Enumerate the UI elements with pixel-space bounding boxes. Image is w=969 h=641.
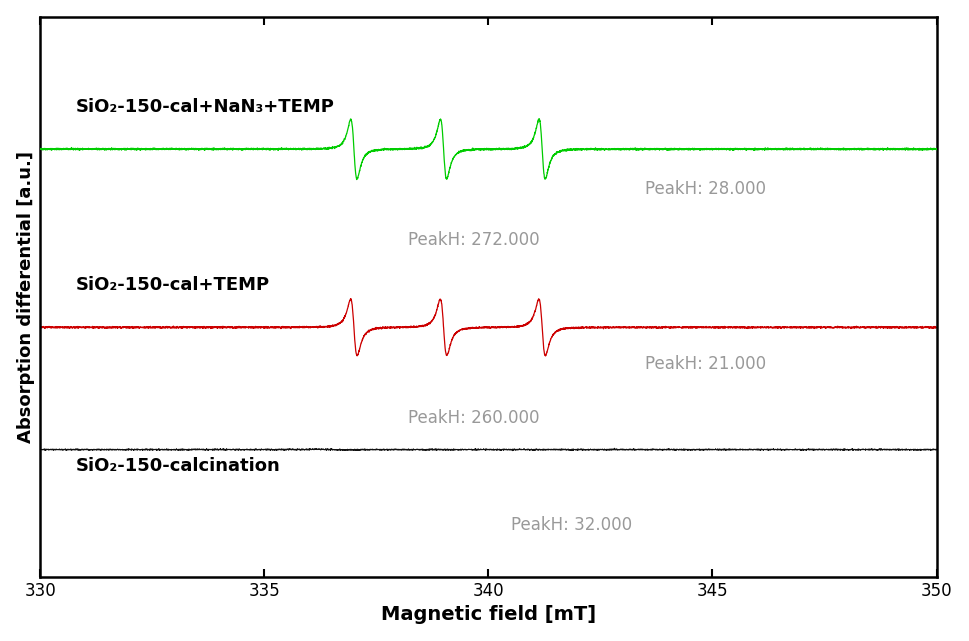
X-axis label: Magnetic field [mT]: Magnetic field [mT] [381, 605, 596, 624]
Text: PeakH: 272.000: PeakH: 272.000 [408, 231, 540, 249]
Text: PeakH: 260.000: PeakH: 260.000 [408, 409, 539, 427]
Text: PeakH: 28.000: PeakH: 28.000 [645, 179, 766, 197]
Text: PeakH: 32.000: PeakH: 32.000 [511, 516, 632, 534]
Text: PeakH: 21.000: PeakH: 21.000 [645, 355, 766, 373]
Text: SiO₂-150-cal+TEMP: SiO₂-150-cal+TEMP [77, 276, 270, 294]
Text: SiO₂-150-cal+NaN₃+TEMP: SiO₂-150-cal+NaN₃+TEMP [77, 98, 335, 116]
Text: SiO₂-150-calcination: SiO₂-150-calcination [77, 457, 281, 475]
Y-axis label: Absorption differential [a.u.]: Absorption differential [a.u.] [16, 151, 35, 443]
